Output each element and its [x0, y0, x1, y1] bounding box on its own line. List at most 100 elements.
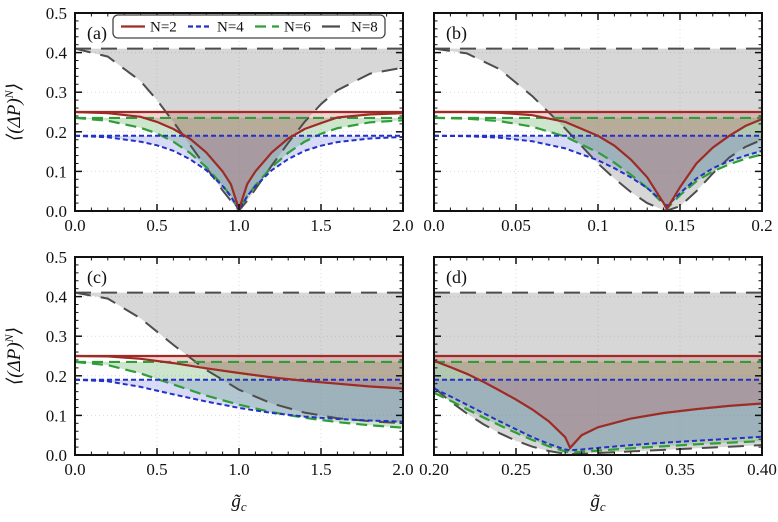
legend: N=2 N=4 N=6 N=8	[112, 14, 386, 39]
tick-marks	[74, 256, 404, 456]
region-n8	[434, 292, 762, 455]
x-tick-label: 1.5	[310, 216, 331, 235]
gridlines	[75, 257, 403, 455]
x-tick-label: 0.0	[64, 460, 85, 479]
x-tick-label: 1.0	[228, 216, 249, 235]
y-tick-label: 0.0	[46, 202, 67, 221]
shaded-regions	[434, 48, 762, 211]
region-n8	[75, 292, 403, 424]
y-tick-labels: 0.0 0.1 0.2 0.3 0.4 0.5	[46, 4, 68, 221]
x-tick-label: 1.0	[228, 460, 249, 479]
curve-n4	[434, 134, 762, 208]
x-tick-label: 2.0	[392, 216, 413, 235]
region-n4	[434, 379, 762, 451]
curve-n6	[434, 391, 762, 454]
panel-letter-c: (c)	[87, 267, 107, 288]
x-tick-label: 0.0	[423, 216, 444, 235]
tick-marks	[433, 256, 763, 456]
y-axis-title: ⟨(ΔP)N⟩	[2, 83, 25, 141]
panel-letter-d: (d)	[446, 267, 467, 288]
curve-n8	[75, 291, 403, 425]
legend-item-n4: N=4	[188, 20, 244, 36]
region-n4	[75, 135, 403, 210]
panel-letter-a: (a)	[87, 23, 107, 44]
x-tick-label: 0.0	[64, 216, 85, 235]
y-tick-label: 0.5	[46, 248, 67, 267]
curve-n6	[75, 360, 403, 429]
x-tick-label: 0.40	[747, 460, 777, 479]
x-tick-label: 2.0	[392, 460, 413, 479]
x-tick-labels: 0.0 0.5 1.0 1.5 2.0	[64, 460, 413, 479]
panel-d: 0.20 0.25 0.30 0.35 0.40 (d) g̃c	[419, 256, 777, 514]
x-tick-label: 0.2	[751, 216, 772, 235]
y-tick-label: 0.1	[46, 406, 67, 425]
legend-item-n2: N=2	[121, 20, 177, 36]
curve-n6	[434, 116, 762, 211]
curve-n8	[434, 386, 762, 455]
x-tick-label: 0.05	[501, 216, 531, 235]
x-tick-label: 1.5	[310, 460, 331, 479]
curve-n2	[434, 359, 762, 450]
tick-marks	[74, 12, 404, 212]
curve-n4	[75, 134, 403, 211]
x-tick-label: 0.1	[587, 216, 608, 235]
x-tick-label: 0.35	[665, 460, 695, 479]
y-tick-labels: 0.0 0.1 0.2 0.3 0.4 0.5	[46, 248, 68, 465]
panel-c: 0.0 0.5 1.0 1.5 2.0 0.0 0.1 0.2 0.3 0.4 0.5 (c) ⟨(ΔP…	[2, 248, 414, 514]
region-n8	[75, 48, 403, 211]
shaded-regions	[75, 292, 403, 428]
region-n2	[434, 112, 762, 209]
x-tick-label: 0.20	[419, 460, 449, 479]
x-tick-labels: 0.20 0.25 0.30 0.35 0.40	[419, 460, 777, 479]
x-axis-title: g̃c	[231, 491, 247, 514]
y-tick-label: 0.3	[46, 83, 67, 102]
curve-n4	[75, 378, 403, 423]
panel-letter-b: (b)	[446, 23, 467, 44]
legend-item-n8: N=8	[322, 20, 378, 36]
y-axis-title: ⟨(ΔP)N⟩	[2, 327, 25, 385]
tick-marks	[433, 12, 763, 212]
y-tick-label: 0.3	[46, 327, 67, 346]
shaded-regions	[75, 48, 403, 211]
legend-box	[112, 14, 386, 39]
legend-label: N=2	[150, 20, 177, 36]
panel-a: 0.0 0.5 1.0 1.5 2.0 0.0 0.1 0.2 0.3 0.4 0.5 (a) ⟨(ΔP…	[2, 4, 414, 235]
y-tick-label: 0.2	[46, 123, 67, 142]
curves	[75, 291, 403, 429]
x-tick-labels: 0.0 0.05 0.1 0.15 0.2	[423, 216, 772, 235]
legend-label: N=4	[217, 20, 244, 36]
curve-n8	[434, 47, 762, 211]
legend-item-n6: N=6	[255, 20, 311, 36]
region-n6	[75, 361, 403, 428]
y-tick-label: 0.1	[46, 162, 67, 181]
region-n2	[75, 112, 403, 210]
region-n6	[75, 117, 403, 211]
y-tick-label: 0.4	[46, 288, 68, 307]
curve-n2	[75, 354, 403, 390]
shaded-regions	[434, 292, 762, 455]
x-tick-label: 0.15	[665, 216, 695, 235]
y-tick-label: 0.4	[46, 44, 68, 63]
gridlines	[75, 13, 403, 211]
curves	[434, 291, 762, 455]
gridlines	[434, 13, 762, 211]
x-tick-label: 0.5	[146, 460, 167, 479]
y-tick-label: 0.5	[46, 4, 67, 23]
x-tick-label: 0.30	[583, 460, 613, 479]
x-tick-label: 0.5	[146, 216, 167, 235]
legend-label: N=6	[284, 20, 311, 36]
region-n8	[434, 48, 762, 211]
gridlines	[434, 257, 762, 455]
x-tick-labels: 0.0 0.5 1.0 1.5 2.0	[64, 216, 413, 235]
y-tick-label: 0.2	[46, 367, 67, 386]
panel-b: 0.0 0.05 0.1 0.15 0.2 (b)	[423, 12, 773, 235]
curve-n6	[75, 116, 403, 211]
y-tick-label: 0.0	[46, 446, 67, 465]
curve-n4	[434, 387, 762, 452]
x-axis-title: g̃c	[590, 491, 606, 514]
legend-label: N=8	[351, 20, 378, 36]
curves	[434, 47, 762, 211]
x-tick-label: 0.25	[501, 460, 531, 479]
